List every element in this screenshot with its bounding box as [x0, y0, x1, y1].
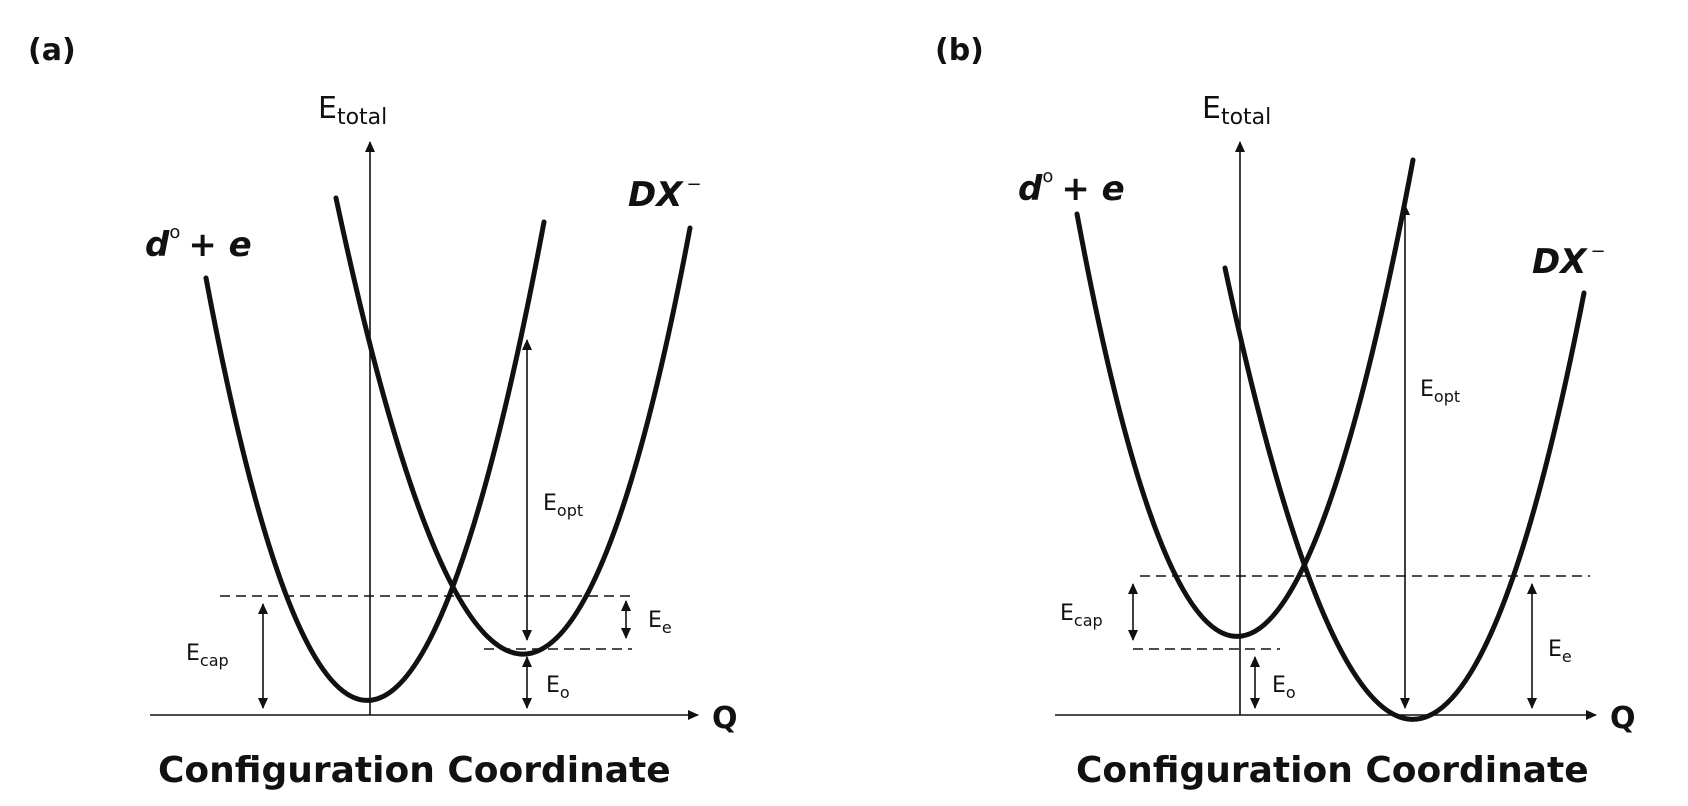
panel-a-label-ee: Ee [648, 608, 672, 637]
panel-a-state-d0-e: do + e [145, 222, 252, 265]
panel-b: (b) Etotal Q do + e DX − Eopt E [935, 33, 1636, 791]
panel-a-curve-dx [333, 195, 693, 657]
panel-a-label-eo: Eo [546, 673, 570, 702]
panel-a-caption: Configuration Coordinate [158, 750, 671, 791]
panel-b-curve-d0-e [1074, 157, 1416, 639]
panel-b-state-dx: DX − [1532, 241, 1606, 282]
panel-b-label-eo: Eo [1272, 673, 1296, 702]
panel-b-caption: Configuration Coordinate [1076, 750, 1589, 791]
panel-b-x-axis-label: Q [1610, 701, 1636, 736]
panel-a-x-axis-label: Q [712, 701, 738, 736]
panel-b-label-ee: Ee [1548, 637, 1572, 666]
panel-b-label-ecap: Ecap [1060, 601, 1103, 630]
panel-a-label: (a) [28, 33, 76, 68]
panel-a-state-dx: DX − [628, 174, 702, 215]
panel-a-curve-d0-e [203, 219, 547, 703]
panel-a: (a) Etotal Q do + e DX − Eopt E [28, 33, 738, 791]
panel-a-label-eopt: Eopt [543, 491, 583, 520]
panel-a-y-axis-label: Etotal [318, 91, 387, 130]
panel-b-label: (b) [935, 33, 984, 68]
panel-b-label-eopt: Eopt [1420, 377, 1460, 406]
panel-a-label-ecap: Ecap [186, 641, 229, 670]
panel-b-state-d0-e: do + e [1018, 166, 1125, 209]
panel-b-y-axis-label: Etotal [1202, 91, 1271, 130]
panel-b-curve-dx [1222, 265, 1587, 722]
